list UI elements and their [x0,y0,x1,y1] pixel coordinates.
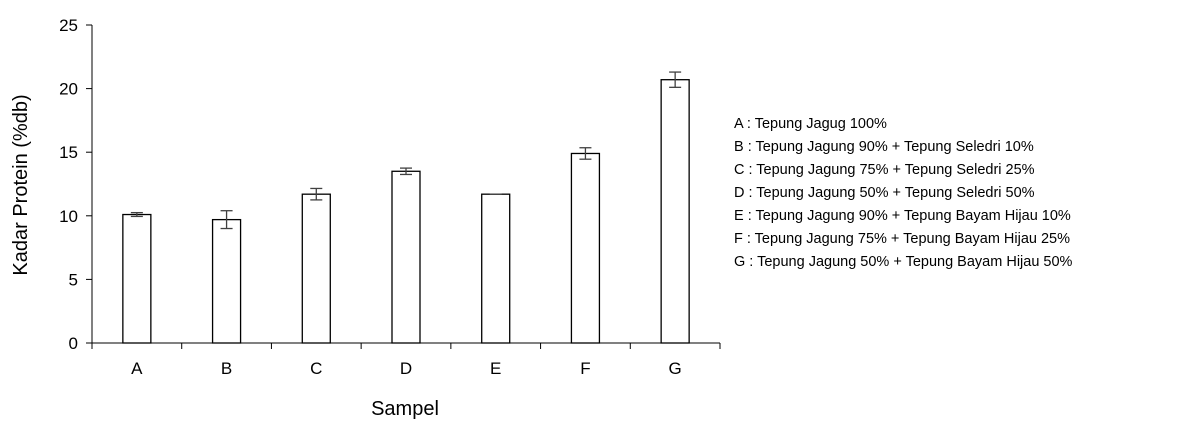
bar [122,213,152,344]
y-tick-label: 25 [59,16,78,35]
legend-item: A : Tepung Jagug 100% [734,116,887,132]
legend-item: F : Tepung Jagung 75% + Tepung Bayam Hij… [734,231,1070,247]
legend-item: E : Tepung Jagung 90% + Tepung Bayam Hij… [734,208,1071,224]
bar [570,152,601,344]
legend-item: C : Tepung Jagung 75% + Tepung Seledri 2… [734,162,1035,178]
legend: A : Tepung Jagug 100% B : Tepung Jagung … [734,116,1073,270]
legend-item: D : Tepung Jagung 50% + Tepung Seledri 5… [734,185,1035,201]
bar [481,193,511,344]
x-tick-label: D [400,359,412,378]
x-axis-title: Sampel [371,398,439,420]
y-tick-label: 5 [69,270,78,289]
bar [211,218,242,344]
y-tick-label: 20 [59,80,78,99]
x-tick-label: C [310,359,322,378]
plot-area: 0 5 10 15 20 25 A B C D E F G [59,16,721,378]
x-tick-label: B [221,359,232,378]
x-tick-label: F [580,359,590,378]
legend-item: G : Tepung Jagung 50% + Tepung Bayam Hij… [734,254,1073,270]
bar [391,170,421,344]
x-tick-label: A [131,359,143,378]
y-tick-label: 0 [69,334,78,353]
x-tick-label: E [490,359,501,378]
bar [660,79,690,344]
y-axis-title: Kadar Protein (%db) [10,94,32,275]
bar [301,193,331,344]
y-tick-label: 10 [59,207,78,226]
y-tick-label: 15 [59,143,78,162]
x-tick-label: G [669,359,682,378]
legend-item: B : Tepung Jagung 90% + Tepung Seledri 1… [734,139,1034,155]
